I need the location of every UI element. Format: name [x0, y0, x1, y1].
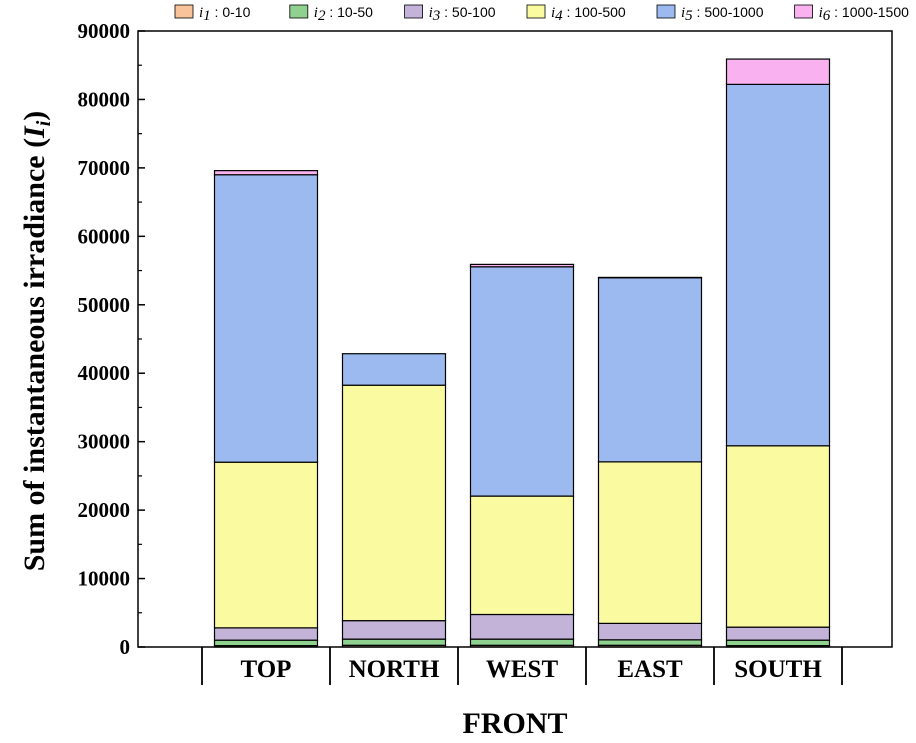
- bar-segment-west-i2: [469, 638, 575, 646]
- y-tick-label: 30000: [78, 430, 131, 454]
- bar-segment-south-i3: [725, 626, 831, 641]
- legend-label: i3 : 50-100: [429, 4, 496, 24]
- bar-segment-south-i2: [725, 639, 831, 647]
- legend-swatch: [174, 4, 194, 19]
- legend-label: i6 : 1000-1500: [819, 4, 910, 24]
- legend-item-i5: i5 : 500-1000: [656, 4, 764, 24]
- legend-label: i5 : 500-1000: [681, 4, 764, 24]
- legend-label: i1 : 0-10: [199, 4, 251, 24]
- x-tick-label-west: WEST: [486, 656, 559, 683]
- x-tick-label-north: NORTH: [349, 656, 440, 683]
- y-tick-label: 70000: [78, 156, 131, 180]
- bar-segment-east-i4: [597, 461, 703, 624]
- bar-segment-north-i4: [341, 384, 447, 622]
- legend-swatch: [656, 4, 676, 19]
- bar-segment-north-i5: [341, 353, 447, 386]
- y-axis-ticks: 0 10000 20000 30000 40000 50000 60000 70000 8000…: [78, 19, 145, 659]
- bar-segment-east-i3: [597, 622, 703, 641]
- x-tick-label-south: SOUTH: [734, 656, 822, 683]
- legend-swatch: [526, 4, 546, 19]
- bar-segment-north-i3: [341, 620, 447, 640]
- bars: [213, 58, 831, 648]
- x-tick-label-top: TOP: [241, 656, 292, 683]
- bar-segment-top-i3: [213, 627, 319, 641]
- legend-label: i2 : 10-50: [314, 4, 373, 24]
- y-tick-label: 80000: [78, 87, 131, 111]
- y-tick-label: 60000: [78, 224, 131, 248]
- y-tick-label: 90000: [78, 19, 131, 43]
- legend-item-i3: i3 : 50-100: [404, 4, 496, 24]
- bar-segment-south-i5: [725, 83, 831, 447]
- y-tick-label: 20000: [78, 498, 131, 522]
- y-tick-label: 0: [120, 635, 131, 659]
- legend: i1 : 0-10 i2 : 10-50 i3 : 50-100 i4 : 100-5…: [174, 4, 910, 24]
- legend-swatch: [404, 4, 424, 19]
- bar-segment-west-i3: [469, 613, 575, 640]
- x-axis: TOP NORTH WEST EAST SOUTH: [201, 647, 843, 685]
- legend-swatch: [794, 4, 813, 19]
- legend-label: i4 : 100-500: [551, 4, 626, 24]
- y-tick-label: 50000: [78, 293, 131, 317]
- bar-segment-west-i4: [469, 495, 575, 616]
- bar-segment-north-i2: [341, 638, 447, 646]
- bar-segment-east-i2: [597, 639, 703, 646]
- legend-item-i1: i1 : 0-10: [174, 4, 251, 24]
- bar-segment-west-i6: [469, 263, 575, 268]
- bar-segment-top-i4: [213, 461, 319, 629]
- y-tick-label: 10000: [78, 567, 131, 591]
- plot-frame: [137, 30, 893, 648]
- bar-segment-south-i4: [725, 445, 831, 628]
- bar-segment-top-i5: [213, 174, 319, 463]
- bar-segment-west-i5: [469, 266, 575, 497]
- y-tick-label: 40000: [78, 361, 131, 385]
- legend-item-i2: i2 : 10-50: [289, 4, 373, 24]
- legend-swatch: [289, 4, 309, 19]
- bar-segment-top-i6: [213, 170, 319, 176]
- x-axis-title: FRONT: [463, 707, 568, 740]
- legend-item-i6: i6 : 1000-1500: [794, 4, 910, 24]
- bar-segment-east-i5: [597, 277, 703, 463]
- bar-segment-south-i6: [725, 58, 831, 85]
- y-axis-title: Sum of instantaneous irradiance (Ii): [18, 111, 55, 572]
- x-tick-label-east: EAST: [617, 656, 683, 683]
- legend-item-i4: i4 : 100-500: [526, 4, 626, 24]
- bar-segment-top-i2: [213, 639, 319, 647]
